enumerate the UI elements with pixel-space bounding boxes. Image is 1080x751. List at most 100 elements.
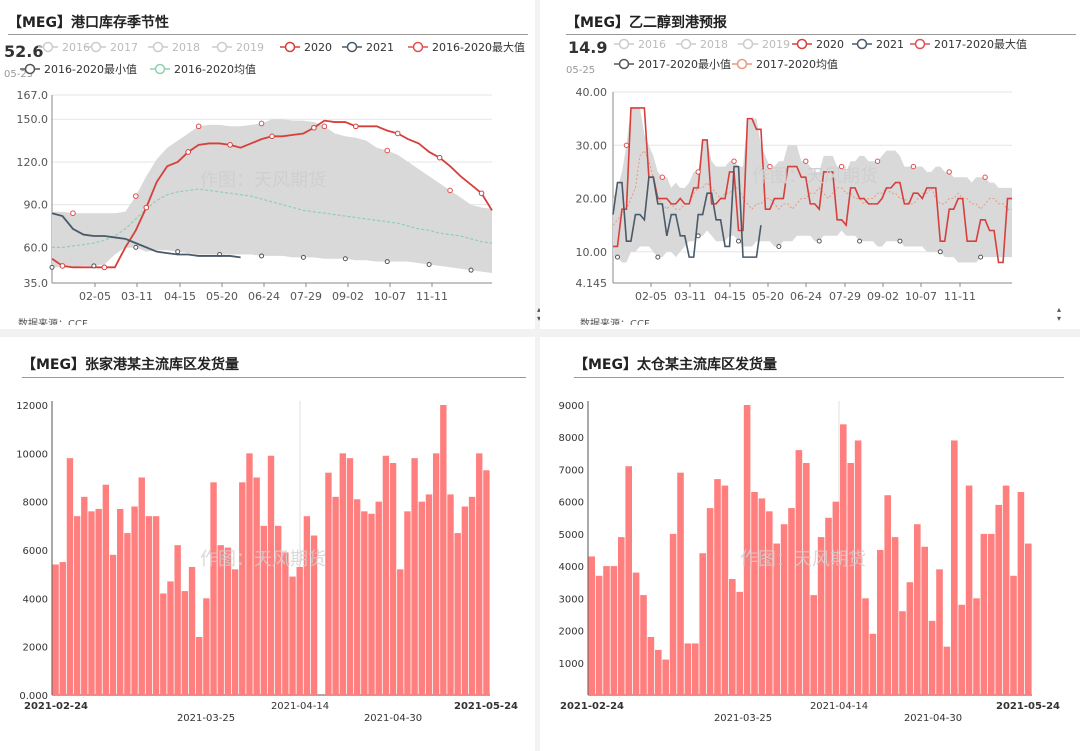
bar: [780, 524, 788, 695]
bar: [840, 424, 847, 695]
x-tick-label: 09-02: [332, 290, 364, 303]
legend-marker: [24, 63, 36, 75]
bar: [958, 604, 965, 695]
point-max: [133, 193, 139, 199]
bar: [699, 553, 706, 695]
bar: [167, 581, 174, 695]
x-tick-label: 04-15: [714, 290, 746, 303]
chart-zhangjiagang-shipments: 0.000 2000 4000 6000 8000 10000 12000 2021-02-2…: [16, 401, 518, 724]
point-min: [384, 259, 390, 265]
panel-zhangjiagang-shipments: 【MEG】张家港某主流库区发货量 0.000 2000 4000 6000 8000 10…: [0, 340, 535, 751]
bar: [124, 533, 131, 695]
bar: [203, 598, 210, 695]
point-max: [910, 163, 917, 170]
bar: [788, 508, 795, 695]
bar: [325, 472, 332, 695]
y-tick-label: 2000: [23, 643, 48, 654]
point-max: [70, 210, 76, 217]
bar: [361, 511, 368, 695]
current-date: 05-25: [566, 65, 595, 76]
bar: [684, 643, 692, 695]
y-tick-label: 6000: [559, 498, 584, 509]
bar: [339, 453, 346, 695]
bar: [825, 517, 832, 695]
bar: [721, 485, 729, 695]
point-max: [695, 169, 701, 175]
bar: [980, 533, 988, 695]
legend-label: 2020: [304, 41, 332, 54]
bar: [625, 466, 632, 695]
bar: [389, 463, 397, 695]
bar: [267, 455, 275, 695]
bar: [109, 554, 117, 695]
bar: [282, 552, 289, 695]
panel-port-inventory-seasonal: 【MEG】港口库存季节性 52.6 05-25 2016 2017 2018 2019 20…: [0, 0, 541, 325]
bar: [260, 525, 268, 695]
bar: [632, 572, 640, 695]
legend-marker: [346, 41, 358, 53]
bar: [906, 582, 914, 695]
x-tick-label: 2021-05-24: [454, 701, 518, 712]
legend-label: 2019: [236, 41, 264, 54]
legend-marker: [680, 38, 692, 50]
data-source: 数据来源：CCF: [18, 317, 88, 325]
title-underline: [22, 377, 526, 378]
y-tick-label: 9000: [559, 401, 584, 412]
bar: [847, 463, 854, 695]
x-tick-label: 06-24: [248, 290, 280, 303]
bar: [274, 525, 282, 695]
bar: [995, 504, 1002, 695]
point-min: [49, 264, 55, 270]
bar: [404, 511, 411, 695]
point-min: [300, 254, 306, 260]
point-min: [655, 254, 661, 260]
scroll-arrows-icon[interactable]: ▴ ▾: [536, 305, 541, 323]
bar: [332, 496, 339, 695]
panel-title: 【MEG】太仓某主流库区发货量: [574, 357, 777, 373]
bar: [152, 516, 160, 695]
bar: [253, 477, 260, 695]
bar: [588, 556, 595, 695]
bar: [795, 450, 803, 695]
point-2020: [353, 123, 359, 130]
point-max: [874, 158, 881, 164]
bar: [382, 455, 390, 695]
y-tick-label: 10000: [16, 449, 48, 460]
legend-label: 2016: [638, 38, 666, 51]
x-tick-label: 06-24: [790, 290, 822, 303]
current-value: 52.6: [4, 42, 43, 61]
bar: [95, 508, 102, 695]
point-max: [838, 163, 845, 170]
bar: [418, 501, 425, 695]
bar: [603, 566, 610, 695]
bar: [862, 598, 869, 695]
bar: [758, 498, 766, 695]
legend-label: 2017-2020均值: [756, 58, 838, 71]
bar: [877, 550, 884, 695]
point-min: [614, 254, 620, 260]
point-2020: [436, 154, 443, 161]
y-tick-label: 1000: [559, 659, 584, 670]
x-tick-label: 2021-05-24: [996, 701, 1060, 712]
point-2020: [227, 142, 233, 148]
y-tick-label: 2000: [559, 627, 584, 638]
bar: [454, 533, 461, 695]
x-tick-label: 10-07: [374, 290, 406, 303]
scroll-arrows-icon[interactable]: ▴ ▾: [1056, 305, 1061, 323]
y-tick-label: 4000: [559, 562, 584, 573]
legend-label: 2021: [366, 41, 394, 54]
bar: [729, 579, 736, 695]
legend-marker: [736, 58, 748, 70]
bar: [647, 637, 655, 695]
x-tick-label: 03-11: [121, 290, 153, 303]
bar: [246, 453, 253, 695]
bar: [425, 494, 433, 695]
bar: [231, 569, 239, 695]
legend-label: 2017-2020最大值: [934, 37, 1027, 51]
bar: [1010, 575, 1017, 695]
point-max: [803, 158, 809, 164]
legend-label: 2017: [110, 41, 138, 54]
bar: [346, 458, 354, 695]
bar: [174, 545, 181, 695]
legend-marker: [90, 41, 102, 53]
